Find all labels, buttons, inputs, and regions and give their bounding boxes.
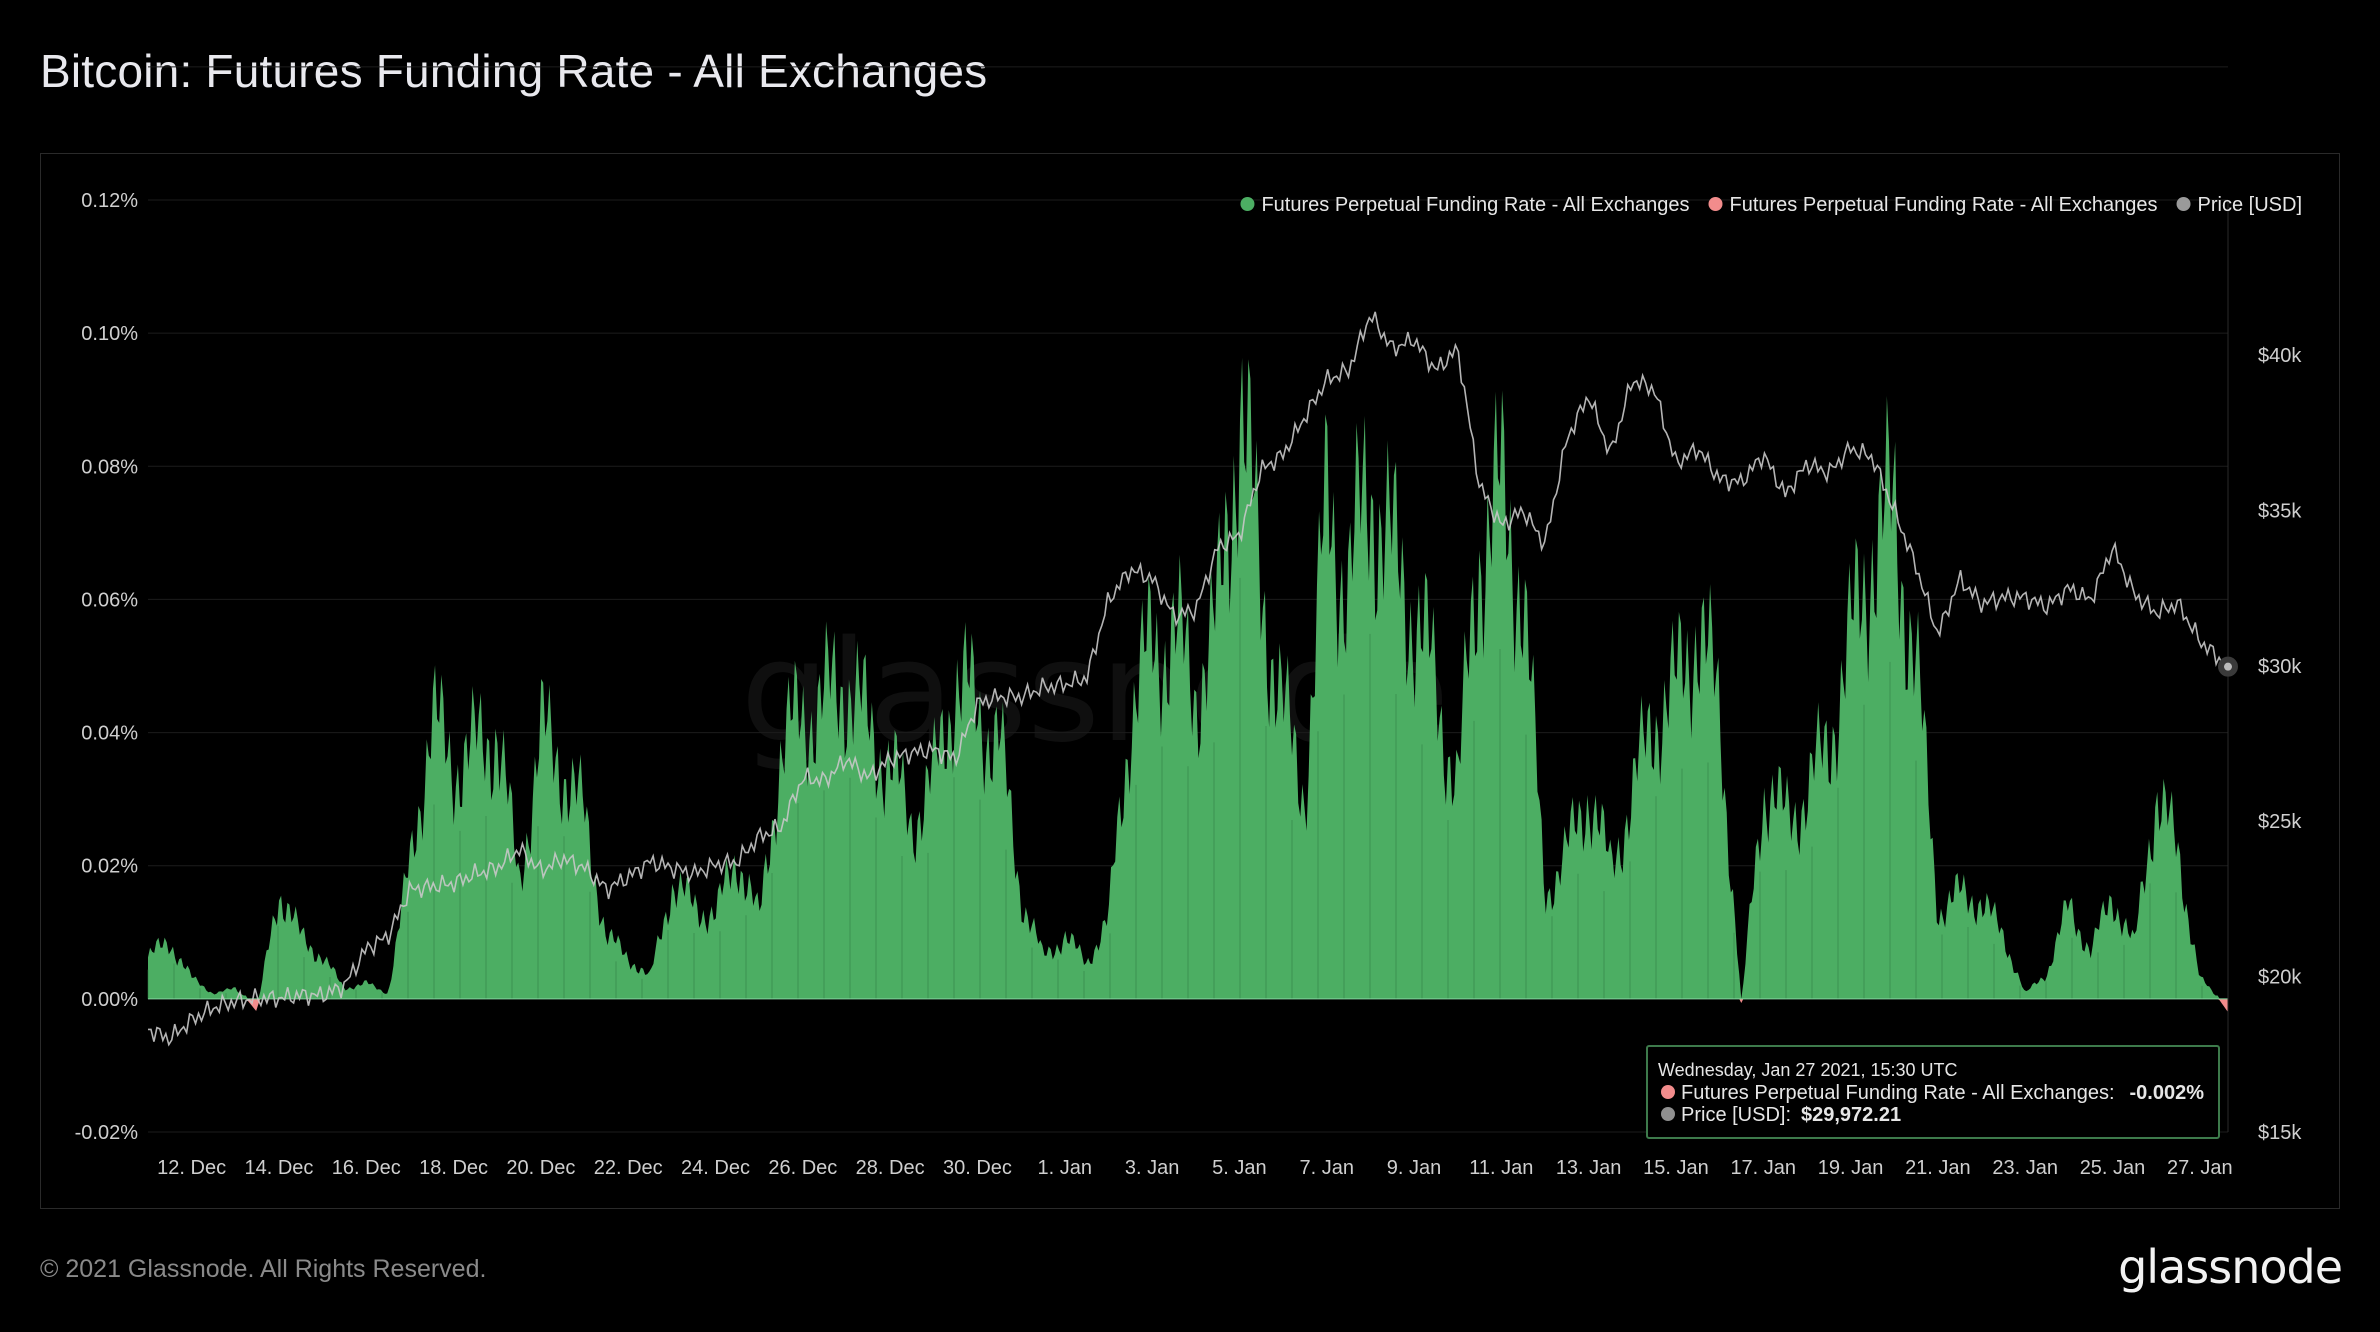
y-left-tick-label: 0.10% <box>81 323 138 345</box>
price-line <box>147 311 2229 1047</box>
y-left-tick-label: 0.12% <box>81 190 138 212</box>
page-title: Bitcoin: Futures Funding Rate - All Exch… <box>40 45 988 97</box>
legend-item-label: Futures Perpetual Funding Rate - All Exc… <box>1730 194 2158 216</box>
y-right-tick-label: $30k <box>2258 656 2302 678</box>
glassnode-logo: glassnode <box>2118 1240 2343 1294</box>
x-tick-label: 23. Jan <box>1992 1157 2058 1179</box>
y-right-tick-label: $25k <box>2258 811 2302 833</box>
legend-item-dot <box>1708 197 1723 211</box>
y-right-tick-label: $20k <box>2258 967 2302 989</box>
tooltip-funding-dot <box>1661 1085 1675 1099</box>
x-tick-label: 16. Dec <box>332 1157 401 1179</box>
tooltip-price-value: $29,972.21 <box>1801 1104 1901 1126</box>
x-tick-label: 1. Jan <box>1038 1157 1092 1179</box>
y-right-tick-label: $35k <box>2258 500 2302 522</box>
x-tick-label: 24. Dec <box>681 1157 750 1179</box>
x-tick-label: 20. Dec <box>506 1157 575 1179</box>
y-left-tick-label: 0.06% <box>81 589 138 611</box>
x-tick-label: 22. Dec <box>594 1157 663 1179</box>
y-left-tick-label: 0.04% <box>81 723 138 745</box>
y-left-tick-label: 0.02% <box>81 856 138 878</box>
x-tick-label: 30. Dec <box>943 1157 1012 1179</box>
tooltip-funding-value: -0.002% <box>2130 1082 2205 1104</box>
x-tick-label: 27. Jan <box>2167 1157 2233 1179</box>
x-tick-label: 15. Jan <box>1643 1157 1709 1179</box>
copyright-footer: © 2021 Glassnode. All Rights Reserved. <box>40 1255 487 1283</box>
x-tick-label: 12. Dec <box>157 1157 226 1179</box>
tooltip-box <box>1646 1045 2220 1139</box>
tooltip-price-dot <box>1661 1107 1675 1121</box>
x-tick-label: 3. Jan <box>1125 1157 1179 1179</box>
x-tick-label: 11. Jan <box>1469 1157 1533 1179</box>
price-hover-marker <box>2218 656 2238 677</box>
y-left-tick-label: 0.08% <box>81 456 138 478</box>
funding-bar-layer <box>147 577 2228 1000</box>
x-tick-label: 18. Dec <box>419 1157 488 1179</box>
y-right-tick-label: $15k <box>2258 1122 2302 1144</box>
chart-frame <box>40 153 2340 1209</box>
x-tick-label: 25. Jan <box>2080 1157 2146 1179</box>
x-tick-label: 7. Jan <box>1299 1157 1353 1179</box>
y-right-tick-label: $40k <box>2258 345 2302 367</box>
x-tick-label: 5. Jan <box>1212 1157 1266 1179</box>
price-line-layer <box>147 311 2229 1047</box>
legend-item-label: Futures Perpetual Funding Rate - All Exc… <box>1261 194 1689 216</box>
tooltip-funding-label: Futures Perpetual Funding Rate - All Exc… <box>1681 1082 2115 1104</box>
legend-item-dot <box>1240 197 1255 211</box>
x-tick-label: 9. Jan <box>1387 1157 1441 1179</box>
x-tick-label: 17. Jan <box>1730 1157 1796 1179</box>
x-tick-label: 13. Jan <box>1556 1157 1622 1179</box>
legend-item-dot <box>2176 197 2191 211</box>
axis-layer: -0.02% 0.00% 0.02% 0.04% 0.06% 0.08% 0.10% 0.12… <box>75 190 2303 1179</box>
chart-tooltip: Wednesday, Jan 27 2021, 15:30 UTC Future… <box>1646 1045 2220 1139</box>
tooltip-price-label: Price [USD]: <box>1681 1104 1791 1126</box>
legend: Price [USD] Futures Perpetual Funding Rat… <box>1240 194 2302 216</box>
tooltip-date: Wednesday, Jan 27 2021, 15:30 UTC <box>1658 1060 1958 1080</box>
funding-negative-area <box>148 998 2228 1013</box>
x-tick-label: 28. Dec <box>856 1157 925 1179</box>
x-tick-label: 19. Jan <box>1818 1157 1884 1179</box>
y-left-tick-label: 0.00% <box>81 989 138 1011</box>
x-tick-label: 14. Dec <box>244 1157 313 1179</box>
y-left-tick-label: -0.02% <box>75 1122 139 1144</box>
x-tick-label: 26. Dec <box>768 1157 837 1179</box>
x-tick-label: 21. Jan <box>1905 1157 1971 1179</box>
legend-item-label: Price [USD] <box>2198 194 2302 216</box>
